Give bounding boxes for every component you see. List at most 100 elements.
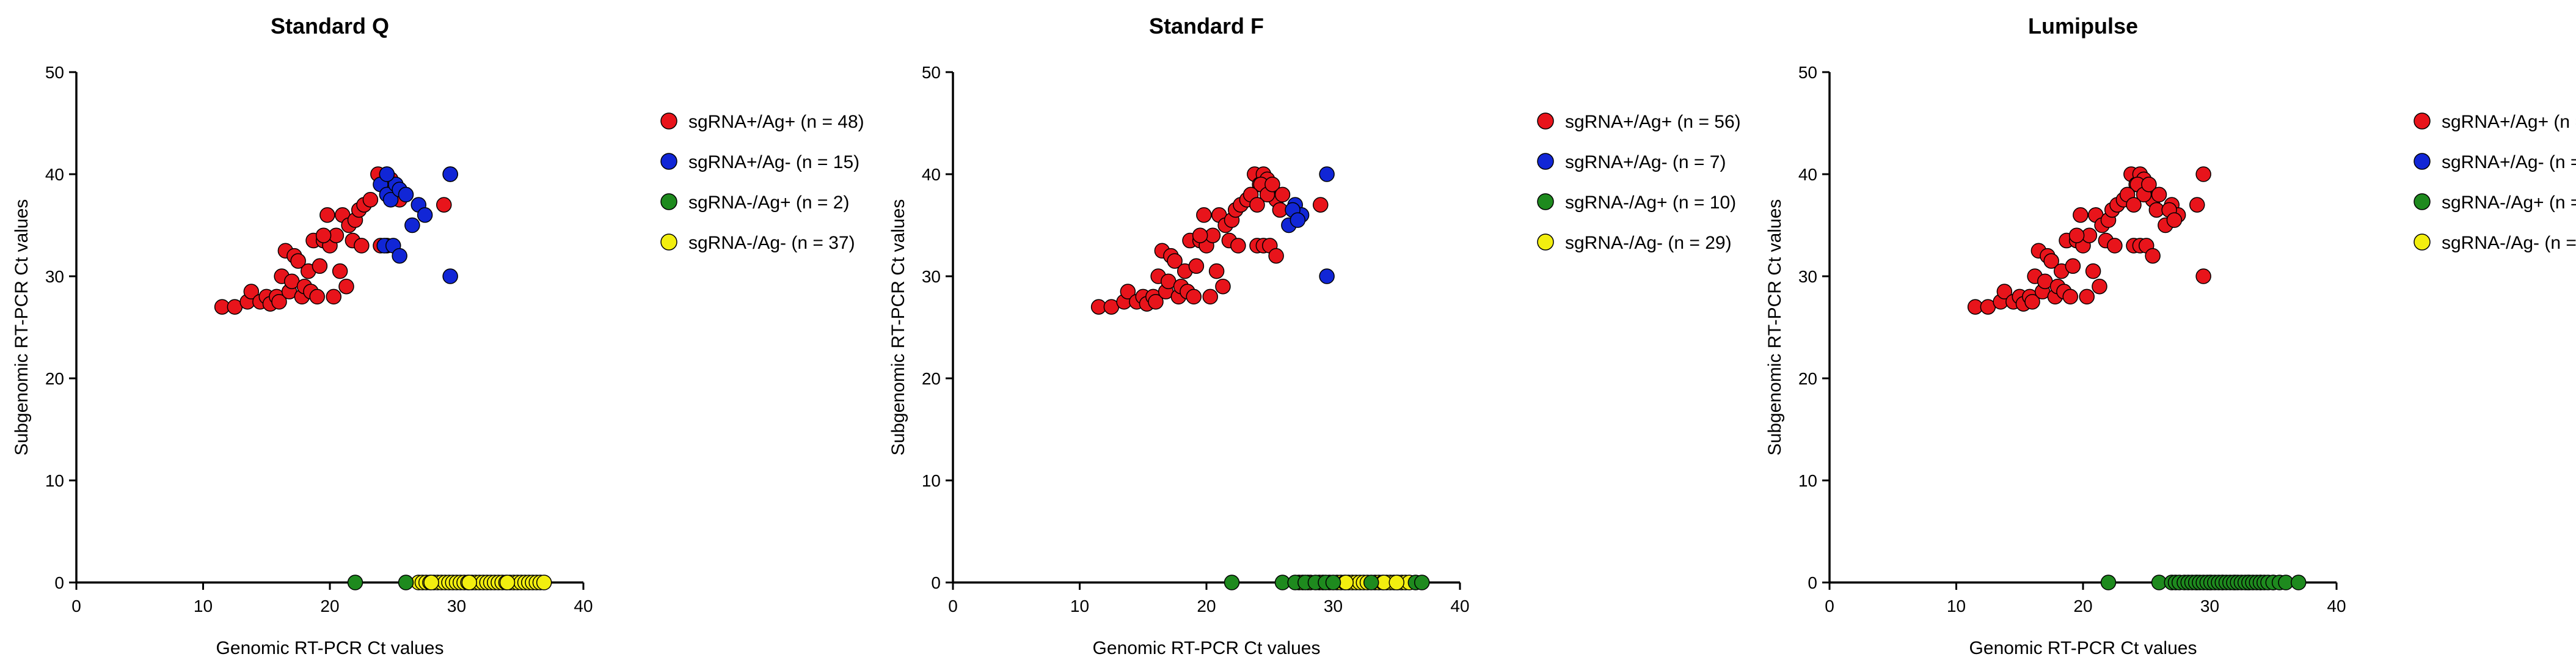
chart-panel-0: Standard Q 0 10 20 30 40 50 0 10 20 30 40 Genomic RT… bbox=[12, 13, 864, 658]
data-point bbox=[1230, 238, 1246, 254]
x-tick-label: 20 bbox=[320, 597, 339, 615]
data-point bbox=[436, 197, 452, 213]
data-point bbox=[332, 263, 348, 279]
legend-label: sgRNA+/Ag+ (n = 56) bbox=[1565, 112, 1741, 132]
legend-label: sgRNA+/Ag- (n = 15) bbox=[688, 152, 859, 172]
data-point bbox=[2145, 248, 2161, 264]
data-point bbox=[536, 575, 552, 590]
y-tick-label: 20 bbox=[922, 369, 941, 388]
x-tick-label: 0 bbox=[1825, 597, 1834, 615]
y-axis-label: Subgenomic RT-PCR Ct values bbox=[12, 199, 32, 456]
legend-label: sgRNA-/Ag+ (n = 10) bbox=[1565, 193, 1736, 213]
x-tick-label: 10 bbox=[1947, 597, 1966, 615]
legend-label: sgRNA+/Ag+ (n = 63) bbox=[2442, 112, 2576, 132]
legend-marker bbox=[2414, 153, 2431, 170]
data-point bbox=[319, 207, 335, 223]
y-tick-label: 40 bbox=[922, 165, 941, 184]
data-point bbox=[499, 575, 516, 590]
legend-marker bbox=[2414, 193, 2431, 210]
x-tick-label: 30 bbox=[2200, 597, 2219, 615]
y-tick-label: 50 bbox=[45, 63, 64, 82]
data-point bbox=[417, 207, 433, 223]
chart-title: Standard Q bbox=[271, 13, 389, 39]
y-tick-label: 10 bbox=[1798, 471, 1817, 490]
data-point bbox=[398, 186, 414, 203]
x-tick-label: 40 bbox=[2327, 597, 2346, 615]
legend-marker bbox=[660, 193, 677, 210]
data-point bbox=[1196, 207, 1212, 223]
x-axis-label: Genomic RT-PCR Ct values bbox=[1093, 638, 1321, 658]
data-point bbox=[2107, 238, 2123, 254]
data-point bbox=[442, 166, 458, 182]
data-point bbox=[1148, 294, 1164, 310]
y-tick-label: 0 bbox=[54, 573, 64, 592]
x-axis-label: Genomic RT-PCR Ct values bbox=[216, 638, 444, 658]
x-tick-label: 0 bbox=[71, 597, 81, 615]
data-point bbox=[1192, 227, 1208, 243]
data-point bbox=[2100, 575, 2117, 590]
y-tick-label: 0 bbox=[1808, 573, 1817, 592]
data-point bbox=[2151, 186, 2167, 203]
y-axis-label: Subgenomic RT-PCR Ct values bbox=[888, 199, 908, 456]
data-point bbox=[2062, 288, 2078, 305]
data-point bbox=[1249, 197, 1265, 213]
data-point bbox=[1363, 575, 1379, 590]
data-point bbox=[2189, 197, 2205, 213]
data-point bbox=[338, 278, 354, 295]
data-point bbox=[290, 253, 306, 269]
data-point bbox=[1186, 288, 1202, 305]
data-point bbox=[1414, 575, 1430, 590]
legend-marker bbox=[1537, 153, 1554, 170]
chart-panel-1: Standard F 0 10 20 30 40 50 0 10 20 30 40 Genomic RT… bbox=[888, 13, 1741, 658]
data-point bbox=[404, 217, 420, 233]
y-tick-label: 30 bbox=[1798, 267, 1817, 286]
x-axis-label: Genomic RT-PCR Ct values bbox=[1969, 638, 2197, 658]
y-tick-label: 20 bbox=[1798, 369, 1817, 388]
data-point bbox=[2065, 258, 2081, 274]
y-tick-label: 20 bbox=[45, 369, 64, 388]
legend-marker bbox=[1537, 193, 1554, 210]
x-tick-label: 20 bbox=[2073, 597, 2092, 615]
y-tick-label: 50 bbox=[922, 63, 941, 82]
data-point bbox=[1188, 258, 1205, 274]
legend-marker bbox=[1537, 233, 1554, 251]
legend-marker bbox=[660, 233, 677, 251]
data-point bbox=[2166, 212, 2183, 228]
legend-label: sgRNA+/Ag- (n = 0) bbox=[2442, 152, 2576, 172]
data-point bbox=[1268, 248, 1284, 264]
data-point bbox=[2195, 166, 2211, 182]
chart-title: Lumipulse bbox=[2028, 13, 2138, 39]
data-point bbox=[1325, 575, 1341, 590]
y-tick-label: 40 bbox=[1798, 165, 1817, 184]
data-point bbox=[2195, 268, 2211, 284]
chart-panel-2: Lumipulse 0 10 20 30 40 50 0 10 20 30 40 Genomic RT-… bbox=[1765, 13, 2576, 658]
legend-label: sgRNA-/Ag- (n = 29) bbox=[1565, 233, 1732, 253]
x-tick-label: 0 bbox=[948, 597, 958, 615]
data-point bbox=[423, 575, 439, 590]
data-point bbox=[392, 248, 407, 264]
legend-marker bbox=[2414, 233, 2431, 251]
legend-marker bbox=[660, 112, 677, 130]
y-tick-label: 10 bbox=[922, 471, 941, 490]
data-point bbox=[1290, 212, 1306, 228]
data-point bbox=[1224, 575, 1240, 590]
legend-marker bbox=[1537, 112, 1554, 130]
data-point bbox=[1319, 268, 1335, 284]
data-point bbox=[1208, 263, 1225, 279]
data-point bbox=[326, 288, 341, 305]
data-point bbox=[461, 575, 477, 590]
y-tick-label: 30 bbox=[45, 267, 64, 286]
x-tick-label: 30 bbox=[1324, 597, 1343, 615]
data-point bbox=[379, 166, 395, 182]
data-point bbox=[1120, 284, 1136, 299]
y-axis-label: Subgenomic RT-PCR Ct values bbox=[1765, 199, 1785, 456]
y-tick-label: 40 bbox=[45, 165, 64, 184]
data-point bbox=[1264, 176, 1280, 193]
data-point bbox=[1313, 197, 1329, 213]
data-point bbox=[1202, 288, 1218, 305]
data-point bbox=[2085, 263, 2101, 279]
x-tick-label: 10 bbox=[1070, 597, 1089, 615]
data-point bbox=[309, 288, 325, 305]
